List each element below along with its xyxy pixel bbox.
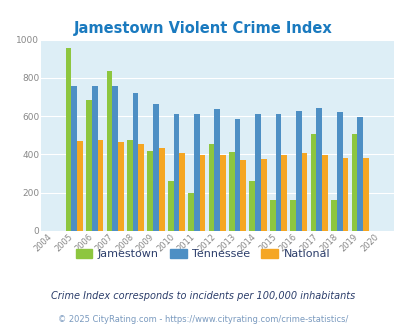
Bar bbox=[295, 112, 301, 231]
Bar bbox=[315, 108, 321, 231]
Bar bbox=[240, 160, 245, 231]
Bar bbox=[301, 153, 307, 231]
Bar bbox=[173, 114, 179, 231]
Bar bbox=[290, 200, 295, 231]
Bar bbox=[321, 155, 327, 231]
Bar bbox=[194, 114, 199, 231]
Bar bbox=[167, 181, 173, 231]
Bar bbox=[153, 104, 158, 231]
Bar bbox=[214, 109, 220, 231]
Bar bbox=[249, 181, 255, 231]
Bar bbox=[208, 144, 214, 231]
Bar bbox=[228, 151, 234, 231]
Bar bbox=[179, 153, 185, 231]
Bar bbox=[97, 140, 103, 231]
Bar bbox=[106, 71, 112, 231]
Bar bbox=[77, 142, 83, 231]
Bar bbox=[310, 134, 315, 231]
Bar bbox=[362, 158, 368, 231]
Bar bbox=[138, 144, 144, 231]
Bar bbox=[260, 159, 266, 231]
Bar bbox=[147, 150, 153, 231]
Bar bbox=[86, 100, 92, 231]
Legend: Jamestown, Tennessee, National: Jamestown, Tennessee, National bbox=[71, 244, 334, 263]
Bar bbox=[342, 158, 347, 231]
Bar bbox=[220, 155, 225, 231]
Bar bbox=[127, 140, 132, 231]
Bar bbox=[336, 112, 342, 231]
Text: Jamestown Violent Crime Index: Jamestown Violent Crime Index bbox=[73, 21, 332, 36]
Bar bbox=[269, 200, 275, 231]
Bar bbox=[66, 48, 71, 231]
Bar bbox=[132, 93, 138, 231]
Bar bbox=[356, 116, 362, 231]
Text: Crime Index corresponds to incidents per 100,000 inhabitants: Crime Index corresponds to incidents per… bbox=[51, 291, 354, 301]
Bar bbox=[112, 86, 118, 231]
Bar bbox=[199, 155, 205, 231]
Bar bbox=[281, 155, 286, 231]
Bar bbox=[234, 119, 240, 231]
Bar bbox=[92, 85, 97, 231]
Bar bbox=[71, 85, 77, 231]
Bar bbox=[255, 114, 260, 231]
Bar bbox=[351, 134, 356, 231]
Bar bbox=[275, 114, 281, 231]
Bar bbox=[158, 148, 164, 231]
Bar bbox=[188, 193, 194, 231]
Text: © 2025 CityRating.com - https://www.cityrating.com/crime-statistics/: © 2025 CityRating.com - https://www.city… bbox=[58, 315, 347, 324]
Bar bbox=[118, 142, 124, 231]
Bar bbox=[330, 200, 336, 231]
